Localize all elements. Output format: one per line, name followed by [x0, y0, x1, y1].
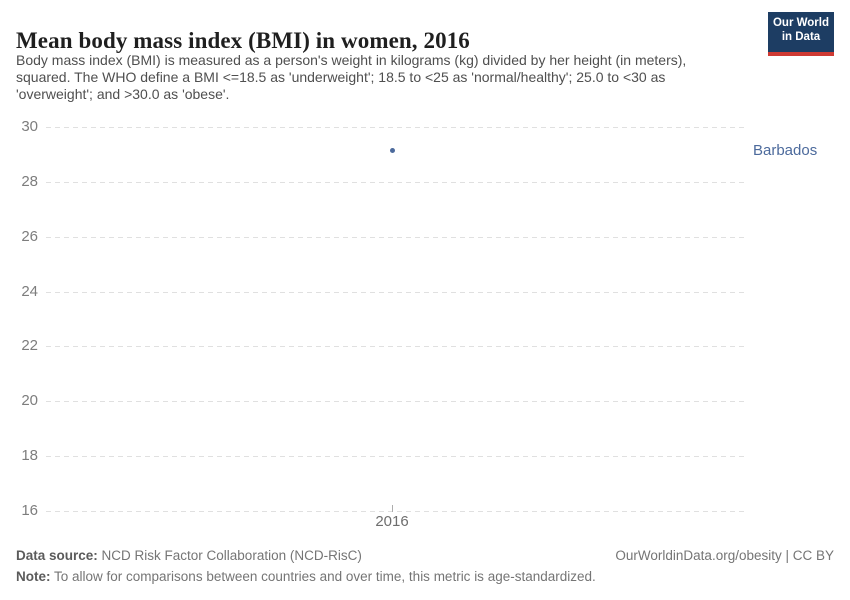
subtitle-line: Body mass index (BMI) is measured as a p…: [16, 52, 687, 68]
owid-logo[interactable]: Our World in Data: [768, 12, 834, 56]
gridline-24: [46, 292, 748, 293]
gridline-26: [46, 237, 748, 238]
y-axis-tick-label: 20: [21, 392, 38, 409]
y-axis-tick-label: 18: [21, 447, 38, 464]
gridline-28: [46, 182, 748, 183]
gridline-16: [46, 511, 748, 512]
subtitle-line: squared. The WHO define a BMI <=18.5 as …: [16, 69, 666, 85]
footer-license-link[interactable]: OurWorldinData.org/obesity | CC BY: [615, 548, 834, 563]
y-axis-tick-label: 26: [21, 228, 38, 245]
footer-note-text: To allow for comparisons between countri…: [50, 569, 596, 584]
owid-logo-line1: Our World: [772, 17, 829, 29]
y-axis-tick-label: 22: [21, 337, 38, 354]
subtitle-line: 'overweight'; and >30.0 as 'obese'.: [16, 86, 230, 102]
footer-note-label: Note:: [16, 569, 51, 584]
y-axis-tick-label: 16: [21, 502, 38, 519]
footer-data-source: Data source: NCD Risk Factor Collaborati…: [16, 548, 362, 563]
chart-title: Mean body mass index (BMI) in women, 201…: [16, 28, 470, 54]
data-point-barbados[interactable]: [390, 148, 395, 153]
gridline-22: [46, 346, 748, 347]
chart-subtitle: Body mass index (BMI) is measured as a p…: [16, 52, 686, 103]
y-axis-tick-label: 28: [21, 173, 38, 190]
footer-data-source-label: Data source:: [16, 548, 98, 563]
footer-data-source-text: NCD Risk Factor Collaboration (NCD-RisC): [97, 548, 362, 563]
footer-note: Note: To allow for comparisons between c…: [16, 569, 596, 584]
owid-logo-line2: in Data: [781, 31, 821, 43]
entity-label-barbados[interactable]: Barbados: [753, 142, 818, 159]
gridline-30: [46, 127, 748, 128]
gridline-18: [46, 456, 748, 457]
x-axis-tick-mark: [392, 505, 393, 512]
gridline-20: [46, 401, 748, 402]
x-axis-tick-label: 2016: [375, 513, 409, 530]
y-axis-tick-label: 24: [21, 283, 38, 300]
y-axis-tick-label: 30: [21, 118, 38, 135]
